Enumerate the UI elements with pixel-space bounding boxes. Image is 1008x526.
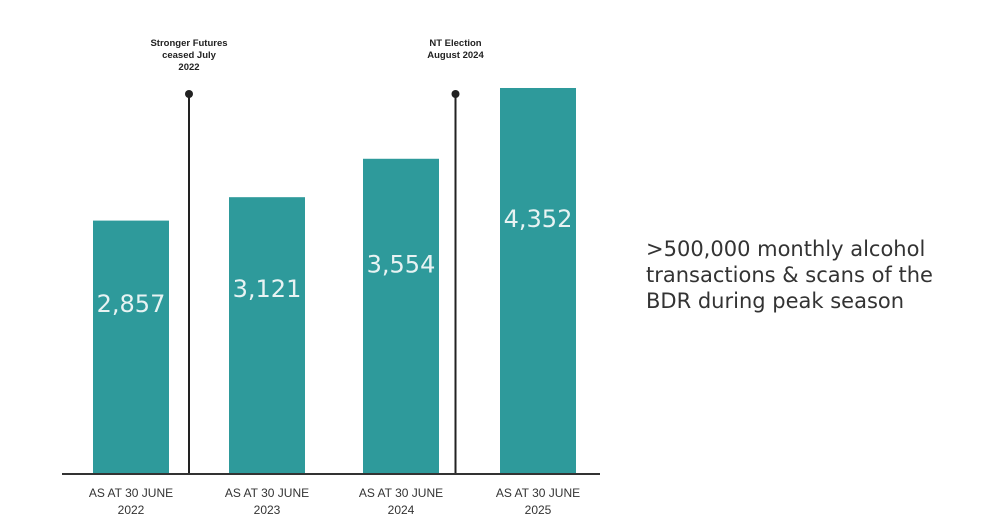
x-tick-label-3-1: 2025 <box>525 503 552 517</box>
bar-value-label-3: 4,352 <box>504 205 573 233</box>
x-tick-label-1-0: AS AT 30 JUNE <box>225 486 309 500</box>
peak-season-note: >500,000 monthly alcohol transactions & … <box>646 237 933 313</box>
x-tick-label-2-1: 2024 <box>388 503 415 517</box>
annotation-marker-dot-1 <box>451 90 460 98</box>
bar-3 <box>500 87 576 474</box>
bar-0 <box>93 220 169 474</box>
x-tick-label-3-0: AS AT 30 JUNE <box>496 486 580 500</box>
x-tick-label-1-1: 2023 <box>254 503 281 517</box>
annotation-label-0-0: Stronger Futures <box>150 38 227 49</box>
x-tick-label-2-0: AS AT 30 JUNE <box>359 486 443 500</box>
bars-layer: 2,857 3,121 3,554 4,352 <box>93 87 576 475</box>
annotation-label-1-0: NT Election <box>429 38 481 49</box>
annotation-marker-dot-0 <box>185 90 193 98</box>
annotation-label-1-1: August 2024 <box>427 50 484 61</box>
bar-2 <box>363 158 439 475</box>
annotation-label-0-1: ceased July <box>162 50 217 61</box>
annotation-label-0-2: 2022 <box>178 62 199 73</box>
x-tick-labels-layer: AS AT 30 JUNE 2022 AS AT 30 JUNE 2023 AS AT … <box>89 486 580 517</box>
x-tick-label-0-0: AS AT 30 JUNE <box>89 486 173 500</box>
bar-value-label-0: 2,857 <box>97 290 166 318</box>
bar-value-label-2: 3,554 <box>367 250 436 278</box>
bar-1 <box>229 197 305 475</box>
bar-value-label-1: 3,121 <box>233 275 302 303</box>
x-tick-label-0-1: 2022 <box>118 503 145 517</box>
